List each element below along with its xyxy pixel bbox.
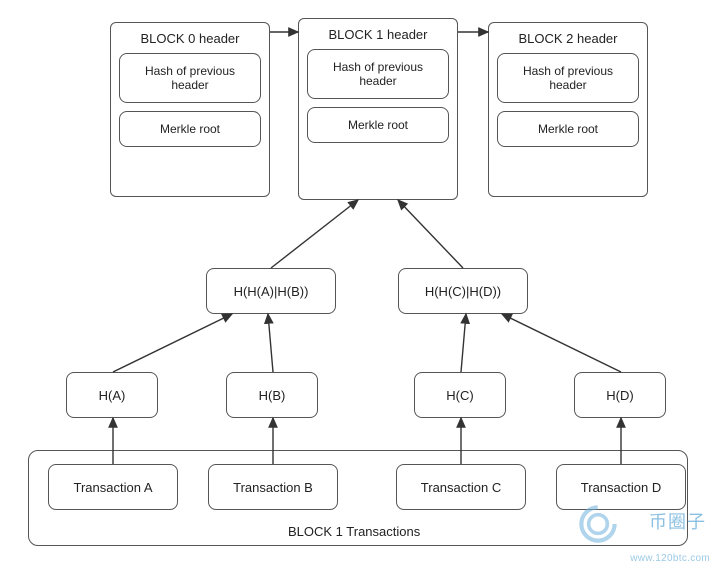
block-2-title: BLOCK 2 header — [497, 31, 639, 46]
block-0-title: BLOCK 0 header — [119, 31, 261, 46]
tx-b: Transaction B — [208, 464, 338, 510]
merkle-leaf-hb: H(B) — [226, 372, 318, 418]
block-0-hash-label: Hash of previous header — [119, 53, 261, 103]
watermark-brand: 币圈子 — [649, 508, 706, 534]
block-1-title: BLOCK 1 header — [307, 27, 449, 42]
watermark-logo-icon — [572, 498, 624, 550]
tx-a: Transaction A — [48, 464, 178, 510]
merkle-leaf-ha: H(A) — [66, 372, 158, 418]
tx-c: Transaction C — [396, 464, 526, 510]
merkle-node-hcd: H(H(C)|H(D)) — [398, 268, 528, 314]
block-2-hash-label: Hash of previous header — [497, 53, 639, 103]
tx-container-label: BLOCK 1 Transactions — [288, 524, 420, 539]
block-1-merkle-label: Merkle root — [307, 107, 449, 143]
block-1-hash-label: Hash of previous header — [307, 49, 449, 99]
merkle-node-hab: H(H(A)|H(B)) — [206, 268, 336, 314]
block-0-header: BLOCK 0 header Hash of previous header M… — [110, 22, 270, 197]
block-2-merkle-label: Merkle root — [497, 111, 639, 147]
merkle-leaf-hd: H(D) — [574, 372, 666, 418]
block-0-merkle-label: Merkle root — [119, 111, 261, 147]
block-1-header: BLOCK 1 header Hash of previous header M… — [298, 18, 458, 200]
merkle-leaf-hc: H(C) — [414, 372, 506, 418]
block-2-header: BLOCK 2 header Hash of previous header M… — [488, 22, 648, 197]
watermark-url: www.120btc.com — [630, 553, 710, 564]
